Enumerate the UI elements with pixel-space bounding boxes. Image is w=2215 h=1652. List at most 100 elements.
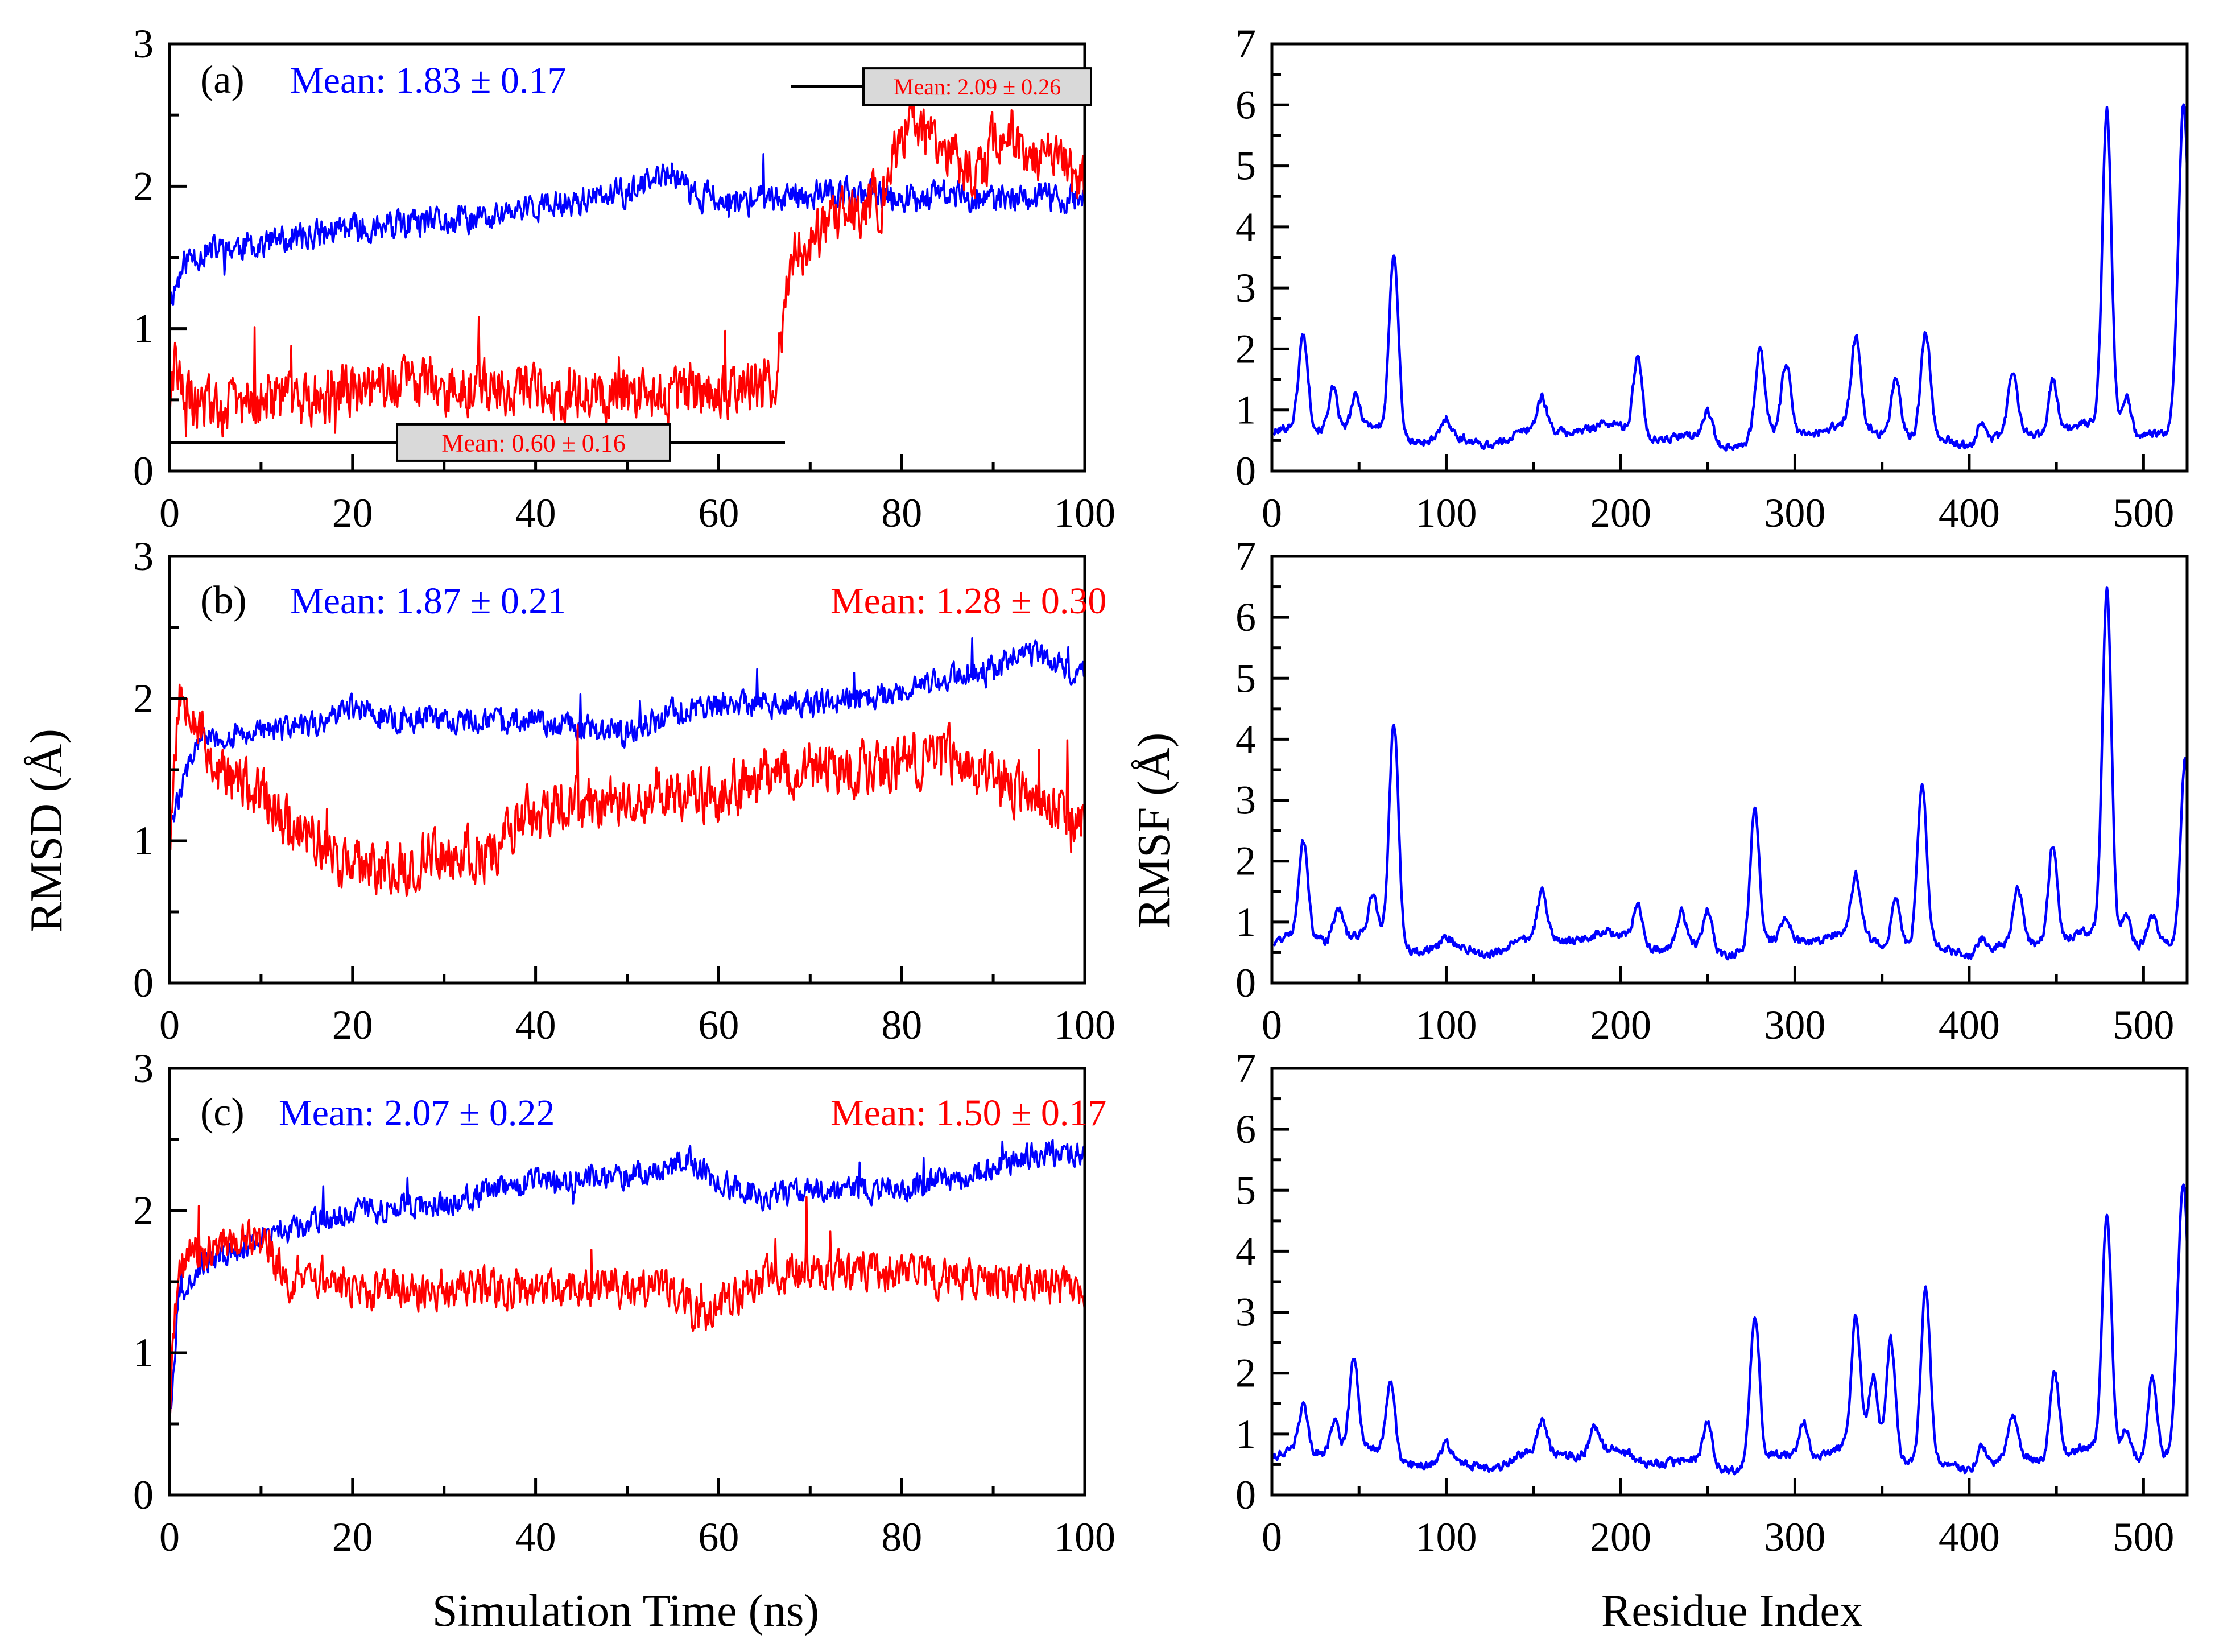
y-axis-title-rmsf: RMSF (Å) [1129,733,1179,929]
rmsd-a-x-tick-label: 60 [698,490,739,536]
rmsd-c-x-tick-label: 40 [515,1514,556,1560]
rmsd-b-mean-annotation: Mean: 1.87 ± 0.21 [290,580,566,622]
rmsd-a-mean-box [396,423,671,462]
rmsf-b-series [1272,586,2187,961]
rmsd-c-x-tick-label: 60 [698,1514,739,1560]
rmsf-a-y-tick-label: 0 [1235,448,1256,494]
rmsd-a-mean-box [862,67,1092,106]
rmsf-c-x-tick-label: 0 [1262,1514,1282,1560]
rmsf-c-x-tick-label: 100 [1415,1514,1477,1560]
rmsd-c-x-tick-label: 100 [1054,1514,1115,1560]
rmsf-c-x-tick-label: 500 [2113,1514,2174,1560]
x-axis-title-rmsd: Simulation Time (ns) [432,1586,819,1636]
rmsd-b-y-tick-label: 3 [133,534,154,579]
rmsf-a-panel: 0 100 200 300 400 500 0 1 2 3 4 5 6 7 [1235,21,2189,536]
rmsd-c-x-tick-label: 20 [332,1514,373,1560]
rmsd-a-x-tick-label: 40 [515,490,556,536]
rmsd-c-y-tick-label: 1 [133,1330,154,1376]
rmsf-b-y-tick-label: 6 [1235,594,1256,640]
rmsd-b-x-tick-label: 100 [1054,1002,1115,1048]
rmsf-b-x-tick-label: 200 [1590,1002,1651,1048]
rmsd-a-x-tick-label: 80 [881,490,922,536]
rmsd-b-y-tick-label: 1 [133,818,154,864]
rmsd-b-mean-annotation: Mean: 1.28 ± 0.30 [830,580,1106,622]
rmsf-b-x-tick-label: 100 [1415,1002,1477,1048]
rmsf-c-y-tick-label: 0 [1235,1472,1256,1518]
rmsf-a-y-tick-label: 1 [1235,387,1256,433]
rmsd-b-x-tick-label: 40 [515,1002,556,1048]
rmsf-c-y-tick-label: 2 [1235,1350,1256,1396]
rmsd-a-y-tick-label: 1 [133,306,154,352]
rmsf-c-y-tick-label: 4 [1235,1228,1256,1274]
rmsd-b-x-tick-label: 80 [881,1002,922,1048]
rmsf-b-y-tick-label: 0 [1235,960,1256,1006]
rmsf-c-x-tick-label: 300 [1764,1514,1825,1560]
rmsd-c-series-blue [170,1139,1085,1430]
rmsd-b-panel-label: (b) [200,579,247,622]
rmsf-a-x-tick-label: 400 [1939,490,2000,536]
rmsd-b-x-tick-label: 0 [159,1002,180,1048]
rmsf-a-y-tick-label: 6 [1235,82,1256,127]
rmsf-a-y-tick-label: 4 [1235,204,1256,250]
rmsd-c-panel-label: (c) [200,1091,245,1134]
rmsd-a-mean-annotation: Mean: 2.09 ± 0.26 [894,74,1061,100]
rmsf-b-x-tick-label: 0 [1262,1002,1282,1048]
rmsd-c-mean-annotation: Mean: 1.50 ± 0.17 [830,1092,1106,1134]
rmsf-a-y-tick-label: 2 [1235,326,1256,371]
rmsd-c-mean-annotation: Mean: 2.07 ± 0.22 [279,1092,555,1134]
rmsd-b-series-blue [170,637,1085,839]
rmsd-a-panel-label: (a) [200,58,245,102]
rmsd-b-series-red [170,683,1085,897]
rmsf-c-frame [1270,1067,2189,1497]
rmsf-a-y-tick-label: 7 [1235,21,1256,67]
rmsf-c-x-tick-label: 200 [1590,1514,1651,1560]
rmsf-b-y-tick-label: 3 [1235,778,1256,823]
rmsf-c-series [1272,1183,2187,1476]
rmsd-b-y-tick-label: 0 [133,960,154,1006]
rmsf-b-panel: 0 100 200 300 400 500 0 1 2 3 4 5 6 7 [1235,534,2189,1048]
rmsf-c-y-tick-label: 7 [1235,1046,1256,1091]
rmsd-c-y-tick-label: 3 [133,1046,154,1091]
rmsd-a-x-tick-label: 0 [159,490,180,536]
rmsf-a-x-tick-label: 100 [1415,490,1477,536]
rmsd-b-panel: 0 20 40 60 80 100 0 1 2 3 (b) Mean: 1.87 ± 0.21 Mean… [133,534,1115,1048]
rmsf-c-y-tick-label: 3 [1235,1290,1256,1335]
rmsf-a-y-tick-label: 3 [1235,265,1256,311]
rmsf-b-y-tick-label: 5 [1235,655,1256,701]
rmsd-a-y-tick-label: 2 [133,163,154,209]
rmsf-a-y-tick-label: 5 [1235,143,1256,189]
rmsf-b-x-tick-label: 500 [2113,1002,2174,1048]
rmsd-a-panel: 0 20 40 60 80 100 0 1 2 3 (a) Mean: 1.83 ± 0.17 Mean… [133,21,1115,536]
rmsd-a-x-tick-label: 100 [1054,490,1115,536]
rmsd-c-y-tick-label: 2 [133,1188,154,1233]
rmsd-a-series-blue [170,153,1085,307]
rmsf-a-x-tick-label: 0 [1262,490,1282,536]
rmsd-a-mean-annotation: Mean: 0.60 ± 0.16 [441,429,626,457]
rmsf-b-y-tick-label: 1 [1235,899,1256,945]
rmsf-a-frame [1270,42,2189,473]
rmsd-a-x-tick-label: 20 [332,490,373,536]
rmsf-c-panel: 0 100 200 300 400 500 0 1 2 3 4 5 6 7 [1235,1046,2189,1560]
rmsf-c-x-tick-label: 400 [1939,1514,2000,1560]
rmsf-b-y-tick-label: 2 [1235,839,1256,884]
rmsf-c-y-tick-label: 6 [1235,1106,1256,1152]
rmsf-b-x-tick-label: 300 [1764,1002,1825,1048]
rmsf-a-x-tick-label: 200 [1590,490,1651,536]
rmsd-a-y-tick-label: 0 [133,448,154,494]
rmsf-b-frame [1270,555,2189,985]
rmsf-b-y-tick-label: 7 [1235,534,1256,579]
rmsd-c-panel: 0 20 40 60 80 100 0 1 2 3 (c) Mean: 2.07 ± 0.22 Mean… [133,1046,1115,1560]
rmsd-a-y-tick-label: 3 [133,21,154,67]
rmsd-b-y-tick-label: 2 [133,676,154,721]
rmsf-a-x-tick-label: 300 [1764,490,1825,536]
rmsf-b-x-tick-label: 400 [1939,1002,2000,1048]
y-axis-title-rmsd: RMSD (Å) [22,729,72,932]
rmsd-c-x-tick-label: 0 [159,1514,180,1560]
rmsf-a-series [1272,103,2187,452]
rmsd-c-y-tick-label: 0 [133,1472,154,1518]
rmsf-c-y-tick-label: 5 [1235,1167,1256,1213]
rmsd-c-series-red [170,1196,1085,1432]
rmsd-b-x-tick-label: 60 [698,1002,739,1048]
rmsd-c-x-tick-label: 80 [881,1514,922,1560]
